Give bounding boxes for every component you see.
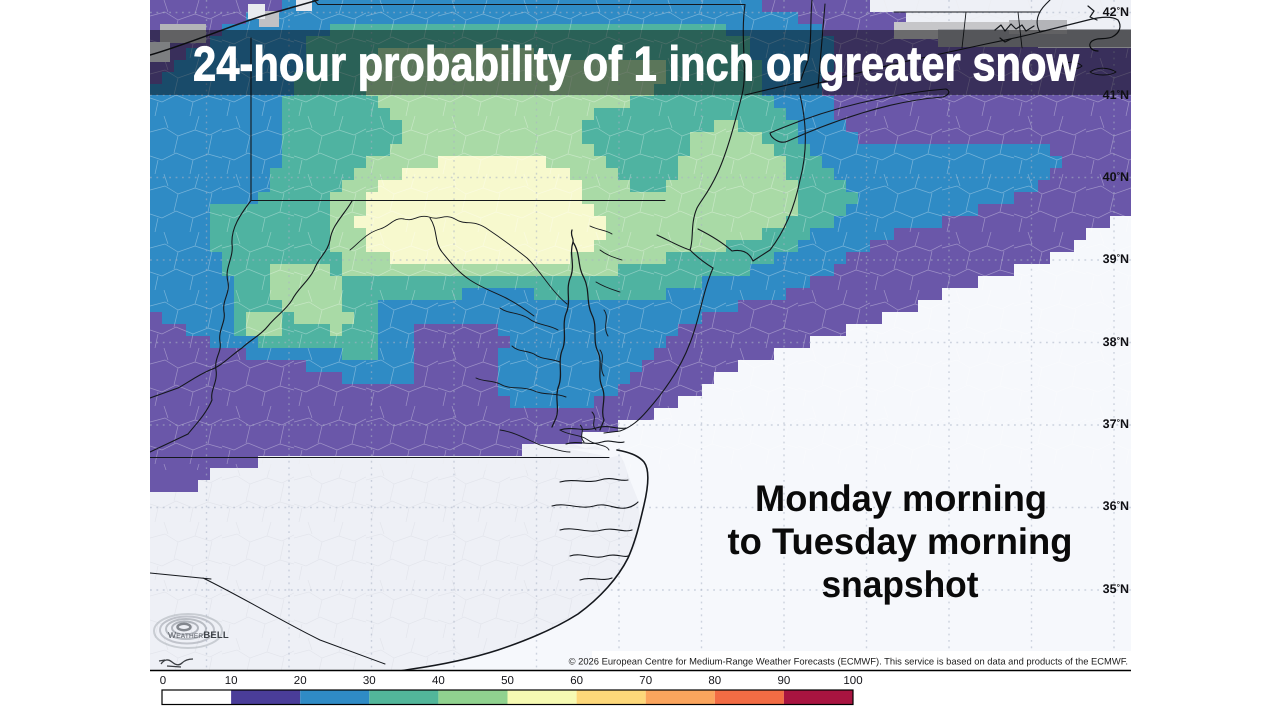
svg-text:38°N: 38°N xyxy=(1103,335,1129,349)
svg-text:0: 0 xyxy=(160,675,166,687)
svg-text:36°N: 36°N xyxy=(1103,499,1129,513)
svg-text:42°N: 42°N xyxy=(1103,5,1129,19)
svg-text:35°N: 35°N xyxy=(1103,582,1129,596)
svg-text:41°N: 41°N xyxy=(1103,88,1129,102)
svg-text:© 2026 European Centre for Med: © 2026 European Centre for Medium-Range … xyxy=(569,656,1128,667)
svg-text:24-hour probability of 1 inch: 24-hour probability of 1 inch or greater… xyxy=(193,38,1080,92)
svg-text:to Tuesday morning: to Tuesday morning xyxy=(728,521,1073,562)
svg-text:WEATHERBELL: WEATHERBELL xyxy=(168,630,229,641)
svg-text:60: 60 xyxy=(570,675,583,687)
svg-text:40: 40 xyxy=(432,675,445,687)
svg-text:10: 10 xyxy=(225,675,238,687)
svg-text:Monday morning: Monday morning xyxy=(755,478,1047,519)
svg-text:snapshot: snapshot xyxy=(822,564,979,605)
svg-text:40°N: 40°N xyxy=(1103,170,1129,184)
svg-text:30: 30 xyxy=(363,675,376,687)
svg-text:39°N: 39°N xyxy=(1103,252,1129,266)
svg-text:80: 80 xyxy=(708,675,721,687)
svg-text:100: 100 xyxy=(843,675,862,687)
svg-text:37°N: 37°N xyxy=(1103,417,1129,431)
svg-text:20: 20 xyxy=(294,675,307,687)
svg-text:70: 70 xyxy=(639,675,652,687)
svg-text:90: 90 xyxy=(778,675,791,687)
svg-text:50: 50 xyxy=(501,675,514,687)
